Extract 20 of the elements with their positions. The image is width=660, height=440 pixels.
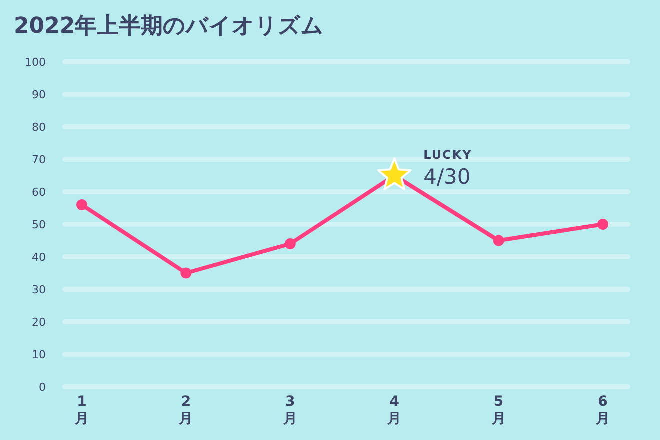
ytick: 70 <box>32 154 46 166</box>
ytick: 40 <box>32 251 46 264</box>
ytick: 60 <box>32 186 46 199</box>
ytick: 50 <box>32 218 46 232</box>
ytick: 0 <box>39 381 46 394</box>
xtick: 4月 <box>386 394 403 428</box>
xtick: 3月 <box>282 394 298 428</box>
annotation: LUCKY <box>424 148 472 162</box>
xtick: 2月 <box>178 394 194 428</box>
ytick: 10 <box>32 348 46 362</box>
ytick: 20 <box>32 316 46 329</box>
title: 2022年上半期のバイオリズム <box>14 14 324 39</box>
ytick: 90 <box>32 88 46 102</box>
annotation: 4/30 <box>424 164 471 189</box>
xtick: 6月 <box>595 394 611 428</box>
xtick: 5月 <box>490 394 507 428</box>
ytick: 30 <box>32 284 46 296</box>
xtick: 1月 <box>74 394 90 428</box>
ytick: 80 <box>32 121 46 134</box>
ytick: 100 <box>25 56 46 69</box>
